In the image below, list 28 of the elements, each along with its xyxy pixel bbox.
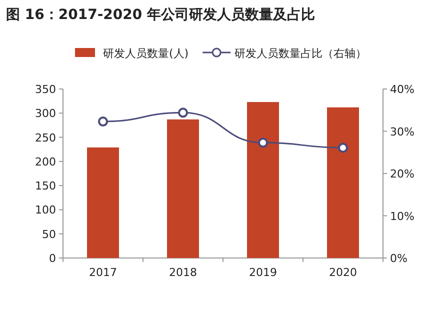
x-tick-label: 2019 — [249, 266, 277, 279]
bar — [247, 102, 279, 258]
y2-tick-label: 20% — [390, 168, 414, 180]
y-tick-label: 200 — [35, 155, 56, 168]
y2-tick-label: 0% — [390, 252, 408, 265]
legend-label: 研发人员数量(人) — [103, 47, 189, 60]
point — [98, 116, 108, 127]
x-tick-label: 2017 — [89, 266, 117, 279]
point — [338, 142, 348, 153]
y-tick-label: 300 — [35, 107, 56, 120]
bar — [167, 119, 199, 258]
y-tick-label: 0 — [49, 252, 56, 265]
y-tick-label: 250 — [35, 131, 56, 144]
point — [258, 138, 268, 148]
y-tick-label: 100 — [35, 204, 56, 217]
y2-tick-label: 10% — [390, 210, 414, 223]
y-tick-label: 150 — [35, 180, 56, 193]
y-tick-label: 50 — [42, 228, 56, 241]
bar — [327, 107, 359, 258]
y2-tick-label: 40% — [390, 83, 414, 96]
x-tick-label: 2018 — [169, 266, 197, 279]
y2-tick-label: 30% — [390, 125, 414, 138]
y-tick-label: 350 — [35, 83, 56, 96]
bar — [87, 147, 119, 258]
legend-label: 研发人员数量占比（右轴） — [234, 47, 367, 60]
point — [178, 108, 188, 118]
chart-title: 图 16：2017-2020 年公司研发人员数量及占比 — [6, 7, 315, 23]
x-tick-label: 2020 — [329, 266, 357, 279]
